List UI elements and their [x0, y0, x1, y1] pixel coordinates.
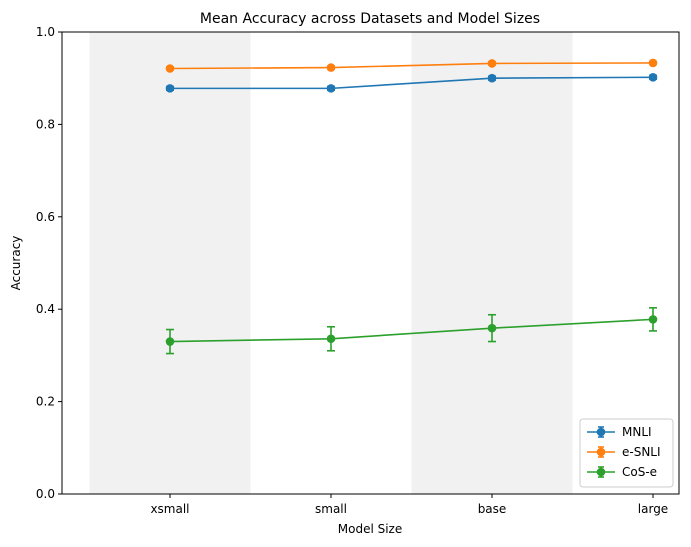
series-layer	[165, 58, 658, 355]
y-axis-label: Accuracy	[9, 236, 23, 291]
data-point	[648, 58, 658, 68]
x-tick-label: large	[638, 502, 668, 516]
y-tick-label: 0.0	[36, 487, 55, 501]
shaded-band-xsmall	[89, 32, 251, 494]
x-tick-label: xsmall	[150, 502, 189, 516]
shaded-band-base	[411, 32, 573, 494]
x-axis-ticks: xsmall small base large	[150, 494, 668, 516]
data-point	[648, 315, 658, 324]
y-tick-label: 0.8	[36, 117, 55, 131]
y-tick-label: 0.4	[36, 302, 55, 316]
data-point	[487, 73, 497, 83]
data-point	[648, 72, 658, 82]
plot-frame	[61, 31, 680, 495]
y-tick-label: 1.0	[36, 25, 55, 39]
legend-item-CoS-e: CoS-e	[587, 465, 657, 479]
data-point	[487, 59, 497, 68]
series-MNLI	[165, 72, 658, 93]
series-line	[169, 318, 654, 343]
series-line	[170, 76, 654, 90]
data-point	[487, 323, 497, 333]
y-tick-label: 0.2	[36, 395, 55, 409]
series-e-SNLI	[165, 58, 658, 73]
data-point	[165, 84, 175, 93]
legend-marker	[596, 447, 606, 457]
chart-title: Mean Accuracy across Datasets and Model …	[200, 11, 540, 27]
legend-label: e-SNLI	[622, 445, 661, 459]
legend-marker	[596, 467, 606, 477]
legend-marker	[596, 427, 606, 437]
legend-item-e-SNLI: e-SNLI	[587, 445, 661, 459]
data-point	[326, 84, 336, 93]
x-tick-label: small	[315, 502, 347, 516]
legend-item-MNLI: MNLI	[587, 425, 652, 439]
legend: MNLI e-SNLI CoS-e	[579, 418, 674, 488]
legend-label: CoS-e	[622, 465, 657, 479]
data-point	[165, 337, 175, 346]
y-tick-label: 0.6	[36, 210, 55, 224]
y-axis-ticks: 0.0 0.2 0.4 0.6 0.8 1.0	[36, 25, 62, 501]
data-point	[326, 63, 336, 72]
series-CoS-e	[165, 307, 658, 355]
data-point	[326, 334, 336, 344]
data-point	[165, 64, 175, 73]
series-line	[169, 62, 654, 70]
x-tick-label: base	[478, 502, 507, 516]
x-axis-label: Model Size	[338, 522, 402, 536]
legend-label: MNLI	[622, 425, 652, 439]
shaded-bands	[89, 32, 573, 494]
